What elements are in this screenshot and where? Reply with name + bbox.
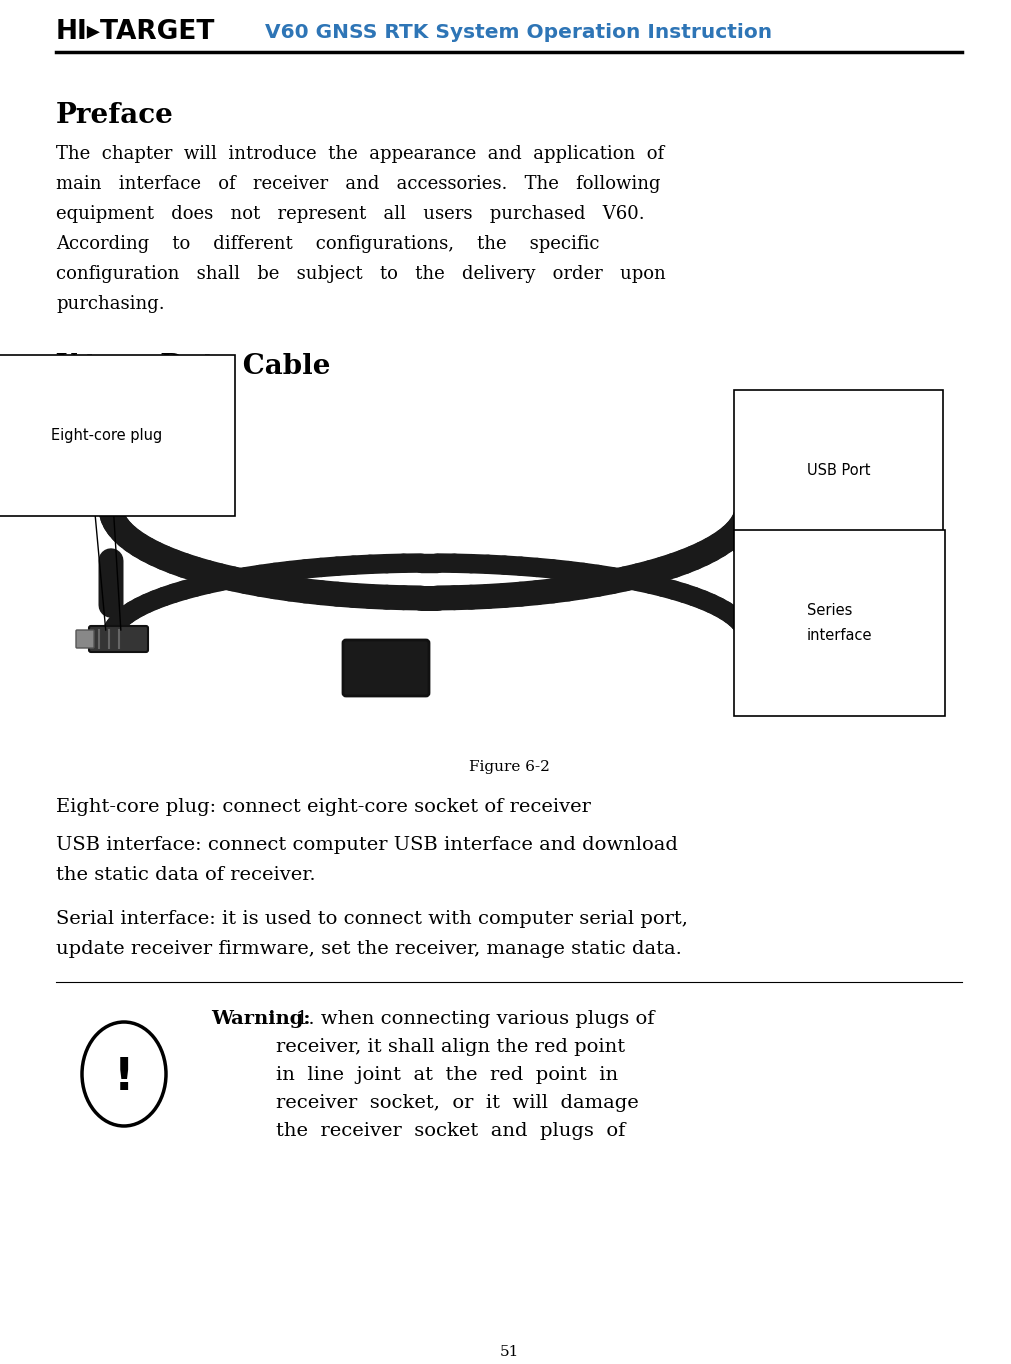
Text: USB Port: USB Port — [806, 462, 869, 477]
Text: !: ! — [113, 1056, 134, 1098]
Text: HI▸TARGET: HI▸TARGET — [56, 19, 215, 45]
Text: purchasing.: purchasing. — [56, 295, 165, 312]
Text: Preface: Preface — [56, 102, 174, 130]
Text: Warning:: Warning: — [210, 1009, 310, 1028]
FancyBboxPatch shape — [791, 522, 834, 554]
Text: equipment   does   not   represent   all   users   purchased   V60.: equipment does not represent all users p… — [56, 205, 644, 222]
Text: Serial interface: it is used to connect with computer serial port,: Serial interface: it is used to connect … — [56, 910, 687, 928]
Text: USB interface: connect computer USB interface and download: USB interface: connect computer USB inte… — [56, 836, 677, 854]
FancyBboxPatch shape — [799, 529, 822, 548]
FancyBboxPatch shape — [89, 626, 148, 652]
Text: configuration   shall   be   subject   to   the   delivery   order   upon: configuration shall be subject to the de… — [56, 265, 665, 282]
FancyBboxPatch shape — [786, 632, 822, 660]
Text: update receiver firmware, set the receiver, manage static data.: update receiver firmware, set the receiv… — [56, 940, 681, 958]
Ellipse shape — [82, 1022, 166, 1127]
Text: 51: 51 — [498, 1345, 519, 1359]
Text: The  chapter  will  introduce  the  appearance  and  application  of: The chapter will introduce the appearanc… — [56, 145, 663, 164]
Text: the static data of receiver.: the static data of receiver. — [56, 866, 315, 884]
FancyBboxPatch shape — [343, 640, 429, 696]
Text: in  line  joint  at  the  red  point  in: in line joint at the red point in — [276, 1067, 618, 1084]
Text: receiver  socket,  or  it  will  damage: receiver socket, or it will damage — [276, 1094, 638, 1112]
Text: main   interface   of   receiver   and   accessories.   The   following: main interface of receiver and accessori… — [56, 175, 660, 192]
Text: Eight-core plug: connect eight-core socket of receiver: Eight-core plug: connect eight-core sock… — [56, 798, 590, 816]
Text: V60 GNSS RTK System Operation Instruction: V60 GNSS RTK System Operation Instructio… — [265, 22, 771, 41]
Text: Eight-core plug: Eight-core plug — [51, 428, 162, 443]
Text: receiver, it shall align the red point: receiver, it shall align the red point — [276, 1038, 625, 1056]
Text: the  receiver  socket  and  plugs  of: the receiver socket and plugs of — [276, 1123, 625, 1140]
Text: 1. when connecting various plugs of: 1. when connecting various plugs of — [295, 1009, 654, 1028]
Text: Figure 6-2: Figure 6-2 — [468, 760, 549, 773]
FancyBboxPatch shape — [76, 630, 94, 648]
Text: According    to    different    configurations,    the    specific: According to different configurations, t… — [56, 235, 599, 252]
Bar — [803, 532, 811, 544]
Bar — [56, 408, 961, 738]
Text: Series
interface: Series interface — [806, 603, 871, 642]
Text: Y-type Data Cable: Y-type Data Cable — [56, 353, 331, 381]
